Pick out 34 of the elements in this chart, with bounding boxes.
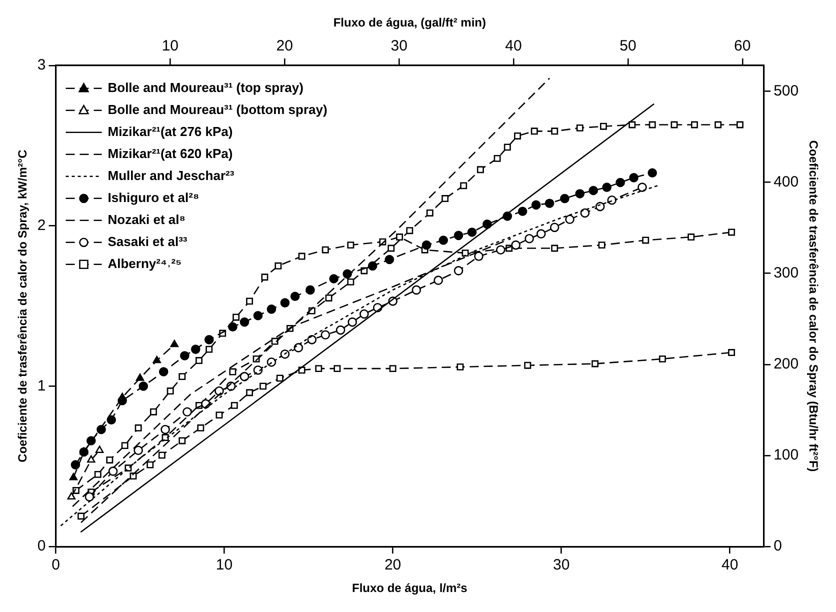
y-tick-label: 1 — [37, 377, 46, 394]
y-tick-label: 0 — [37, 538, 46, 555]
legend-label: Bolle and Moureau³¹ (top spray) — [108, 80, 304, 95]
y2-axis-title: Coeficiente de trasferência de calor do Spray (Btu/hr ft²°F) — [806, 140, 820, 472]
y-axis-title: Coeficiente de trasferência de calor do Spray, kW/m²°C — [16, 149, 30, 462]
y2-tick-label: 200 — [774, 356, 799, 373]
x-axis-title: Fluxo de água, l/m²s — [352, 581, 468, 596]
legend-label: Alberny²⁴˒²⁵ — [108, 256, 182, 271]
y2-tick-label: 0 — [774, 538, 782, 555]
y2-tick-label: 500 — [774, 82, 799, 100]
y-tick-label: 3 — [37, 56, 46, 74]
x-tick-label: 20 — [384, 556, 402, 574]
x2-tick-label: 30 — [390, 38, 408, 55]
legend-label: Sasaki et al³³ — [108, 234, 188, 249]
x2-tick-label: 20 — [276, 38, 293, 55]
x2-axis-title: Fluxo de água, (gal/ft² min) — [333, 16, 486, 30]
x2-tick-label: 50 — [620, 38, 636, 55]
y2-tick-label: 400 — [774, 173, 799, 190]
x2-tick-label: 40 — [505, 38, 522, 55]
legend-label: Muller and Jeschar²³ — [108, 168, 235, 183]
x-tick-label: 30 — [552, 556, 570, 574]
legend-label: Bolle and Moureau³¹ (bottom spray) — [108, 102, 328, 117]
legend-label: Mizikar²¹(at 620 kPa) — [108, 146, 233, 161]
legend-label: Mizikar²¹(at 276 kPa) — [108, 124, 233, 139]
legend-label: Ishiguro et al²⁸ — [108, 190, 200, 205]
x2-tick-label: 60 — [734, 38, 751, 55]
y-tick-label: 2 — [37, 216, 46, 234]
x2-tick-label: 10 — [162, 38, 179, 55]
x-tick-label: 40 — [722, 556, 738, 574]
x-tick-label: 10 — [216, 556, 233, 574]
y2-tick-label: 100 — [774, 446, 799, 464]
y2-tick-label: 300 — [774, 264, 799, 282]
x-tick-label: 0 — [52, 556, 60, 574]
legend-label: Nozaki et al⁸ — [108, 212, 186, 227]
